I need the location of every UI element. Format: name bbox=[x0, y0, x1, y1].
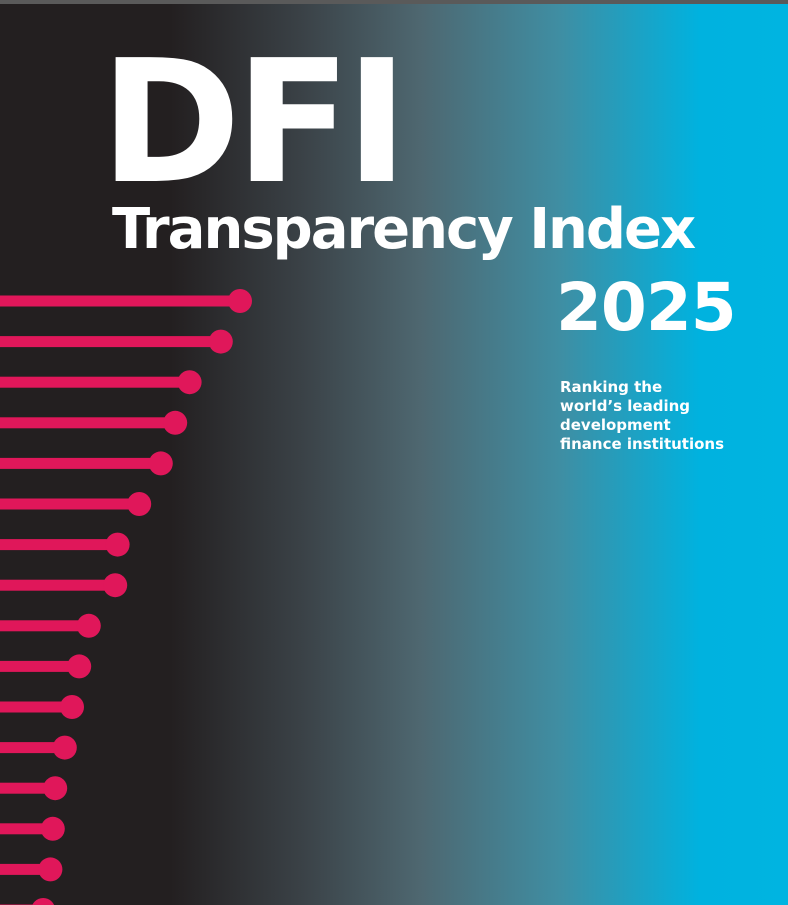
lollipop-mark bbox=[0, 857, 63, 882]
lollipop-dot bbox=[52, 735, 77, 760]
lollipop-dot bbox=[208, 329, 233, 354]
lollipop-stem bbox=[0, 863, 51, 875]
top-border bbox=[0, 0, 788, 4]
tagline: Ranking the world’s leading development … bbox=[560, 378, 760, 454]
lollipop-stem bbox=[0, 660, 80, 672]
lollipop-dot bbox=[32, 898, 55, 905]
lollipop-dot bbox=[43, 776, 68, 801]
lollipop-stem bbox=[0, 823, 53, 835]
lollipop-dot bbox=[40, 816, 65, 841]
lollipop-stem bbox=[0, 701, 72, 713]
lollipop-stem bbox=[0, 457, 161, 469]
lollipop-dot bbox=[228, 289, 252, 313]
lollipop-stem bbox=[0, 579, 116, 591]
lollipop-mark bbox=[0, 492, 152, 516]
lollipop-mark bbox=[0, 370, 202, 395]
lollipop-stem bbox=[0, 742, 65, 754]
tagline-line: development bbox=[560, 416, 671, 434]
lollipop-stem bbox=[0, 782, 56, 794]
lollipop-stem bbox=[0, 539, 118, 551]
lollipop-stem bbox=[0, 295, 240, 307]
lollipop-dot bbox=[67, 654, 92, 679]
lollipop-mark bbox=[0, 735, 77, 760]
lollipop-stem bbox=[0, 417, 176, 429]
lollipop-dot bbox=[60, 695, 84, 719]
tagline-line: finance institutions bbox=[560, 435, 725, 453]
lollipop-mark bbox=[0, 816, 65, 841]
title-dfi: DFI bbox=[100, 24, 408, 222]
lollipop-dot bbox=[127, 492, 152, 516]
lollipop-stem bbox=[0, 336, 221, 348]
lollipop-mark bbox=[0, 898, 55, 905]
lollipop-dot bbox=[148, 451, 173, 476]
lollipop-mark bbox=[0, 573, 128, 598]
lollipop-dot bbox=[38, 857, 63, 882]
lollipop-dot bbox=[177, 370, 202, 395]
lollipop-dot bbox=[163, 410, 188, 435]
tagline-line: Ranking the bbox=[560, 378, 663, 396]
title-transparency-index: Transparency Index bbox=[112, 197, 696, 262]
lollipop-mark bbox=[0, 410, 188, 435]
lollipop-mark bbox=[0, 654, 92, 679]
lollipop-mark bbox=[0, 613, 101, 638]
lollipop-mark bbox=[0, 776, 68, 801]
lollipop-dot bbox=[105, 532, 130, 557]
title-year: 2025 bbox=[556, 269, 737, 346]
lollipop-mark bbox=[0, 451, 173, 476]
lollipop-stem bbox=[0, 376, 190, 388]
lollipop-mark bbox=[0, 695, 84, 719]
lollipop-mark bbox=[0, 329, 233, 354]
lollipop-mark bbox=[0, 532, 130, 557]
lollipop-dot bbox=[76, 613, 101, 638]
tagline-line: world’s leading bbox=[560, 397, 691, 415]
lollipop-stem bbox=[0, 620, 89, 632]
lollipop-stem bbox=[0, 498, 140, 510]
lollipop-dot bbox=[103, 573, 128, 598]
lollipop-mark bbox=[0, 289, 252, 313]
